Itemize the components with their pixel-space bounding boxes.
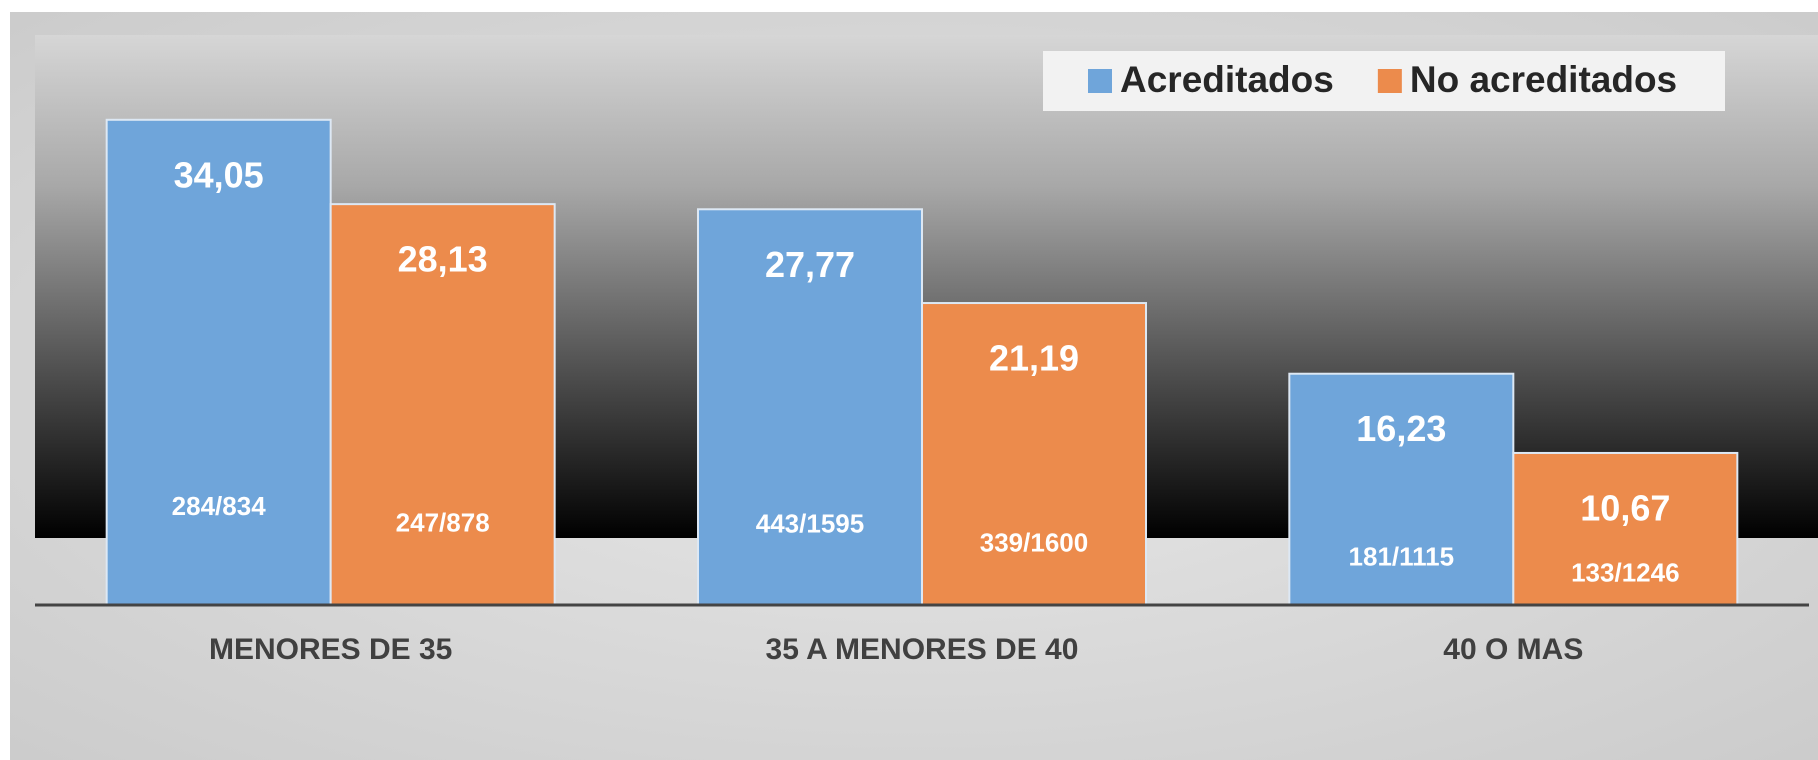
legend-swatch [1088, 69, 1112, 93]
value-label: 16,23 [1356, 408, 1446, 449]
legend-label: Acreditados [1120, 59, 1334, 100]
bar [1288, 372, 1515, 606]
fraction-label: 339/1600 [980, 527, 1088, 557]
value-label: 28,13 [398, 239, 488, 280]
marks: 34,05 284/834 28,13 247/878 27,77 443/1595 21,… [105, 118, 1739, 607]
fraction-label: 284/834 [172, 491, 267, 521]
value-label: 27,77 [765, 244, 855, 285]
fraction-label: 443/1595 [756, 509, 864, 539]
value-label: 21,19 [989, 338, 1079, 379]
fraction-label: 133/1246 [1571, 557, 1679, 587]
legend-label: No acreditados [1410, 59, 1677, 100]
fraction-label: 247/878 [396, 508, 490, 538]
x-tick-label: 35 A MENORES DE 40 [766, 633, 1079, 666]
bar [921, 302, 1147, 606]
legend: Acreditados No acreditados [1088, 59, 1677, 100]
value-label: 10,67 [1580, 487, 1670, 528]
value-label: 34,05 [174, 154, 264, 195]
bar [1512, 451, 1739, 607]
x-tick-label: 40 O MAS [1443, 633, 1583, 666]
legend-swatch [1377, 69, 1402, 93]
x-tick-label: MENORES DE 35 [209, 633, 452, 666]
bar [329, 203, 556, 607]
fraction-label: 181/1115 [1349, 542, 1455, 572]
bar [697, 208, 923, 606]
